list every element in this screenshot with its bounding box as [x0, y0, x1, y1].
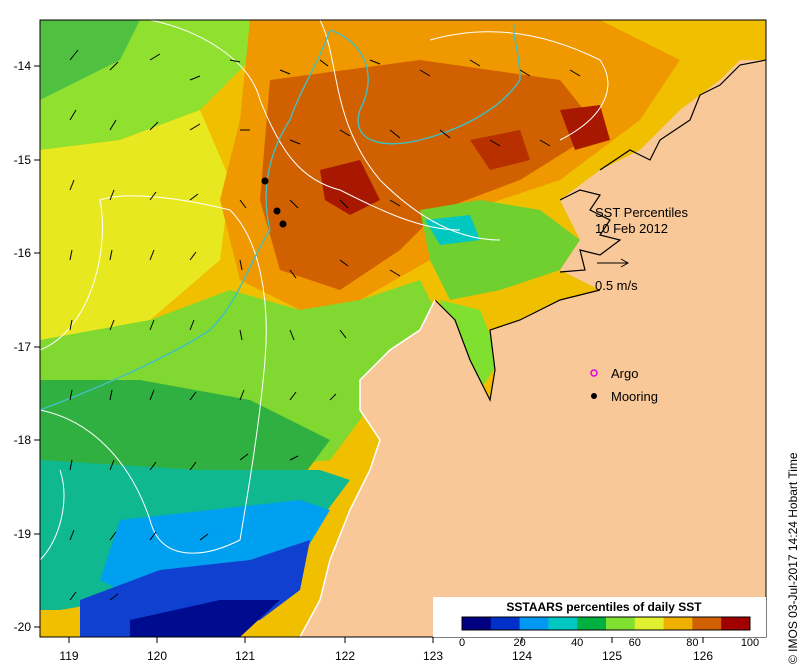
colorbar-cell	[462, 617, 492, 630]
colorbar-tick: 20	[513, 637, 525, 649]
colorbar	[462, 617, 751, 630]
colorbar-tick: 40	[571, 637, 583, 649]
x-tick-label: 126	[693, 649, 713, 663]
colorbar-title: SSTAARS percentiles of daily SST	[506, 600, 702, 614]
sst-field	[40, 20, 766, 637]
y-tick-label: -20	[14, 620, 32, 634]
axis-tick-marks	[34, 65, 704, 643]
current-vectors	[69, 49, 581, 601]
colorbar-cell	[577, 617, 607, 630]
colorbar-tick: 0	[459, 637, 465, 649]
x-tick-label: 120	[147, 649, 167, 663]
x-tick-label: 124	[512, 649, 532, 663]
legend-mooring-label: Mooring	[611, 389, 658, 404]
map-border	[39, 19, 767, 638]
x-tick-label: 119	[59, 649, 78, 663]
colorbar-tick: 60	[629, 637, 641, 649]
x-tick-label: 123	[423, 649, 443, 663]
colorbar-cell	[606, 617, 636, 630]
legend-argo-label: Argo	[611, 366, 638, 381]
y-tick-label: -16	[14, 246, 32, 260]
mooring-marker	[273, 207, 281, 215]
colorbar-cell	[519, 617, 549, 630]
colorbar-cell	[692, 617, 722, 630]
colorbar-cell	[663, 617, 693, 630]
y-tick-label: -18	[14, 433, 32, 447]
arrow-head-icon	[620, 258, 630, 268]
y-tick-label: -14	[14, 59, 32, 73]
y-tick-label: -15	[14, 153, 32, 167]
credit-text: © IMOS 03-Jul-2017 14:24 Hobart Time	[786, 452, 800, 664]
mooring-marker	[261, 177, 269, 185]
colorbar-tick: 80	[686, 637, 698, 649]
x-tick-label: 125	[602, 649, 622, 663]
map-date: 10 Feb 2012	[595, 221, 668, 236]
map-title: SST Percentiles	[595, 205, 688, 220]
colorbar-cell	[721, 617, 751, 630]
x-tick-label: 122	[335, 649, 355, 663]
colorbar-border	[461, 616, 751, 631]
colorbar-cell	[490, 617, 521, 630]
y-tick-label: -17	[14, 340, 32, 354]
y-tick-label: -19	[14, 527, 32, 541]
colorbar-cell	[634, 617, 665, 630]
colorbar-cell	[548, 617, 578, 630]
argo-marker-icon	[590, 369, 598, 377]
vector-scale-label: 0.5 m/s	[595, 278, 638, 293]
mooring-legend-icon	[591, 393, 597, 399]
colorbar-tick: 100	[741, 637, 759, 649]
x-tick-label: 121	[235, 649, 255, 663]
mooring-marker	[279, 220, 287, 228]
